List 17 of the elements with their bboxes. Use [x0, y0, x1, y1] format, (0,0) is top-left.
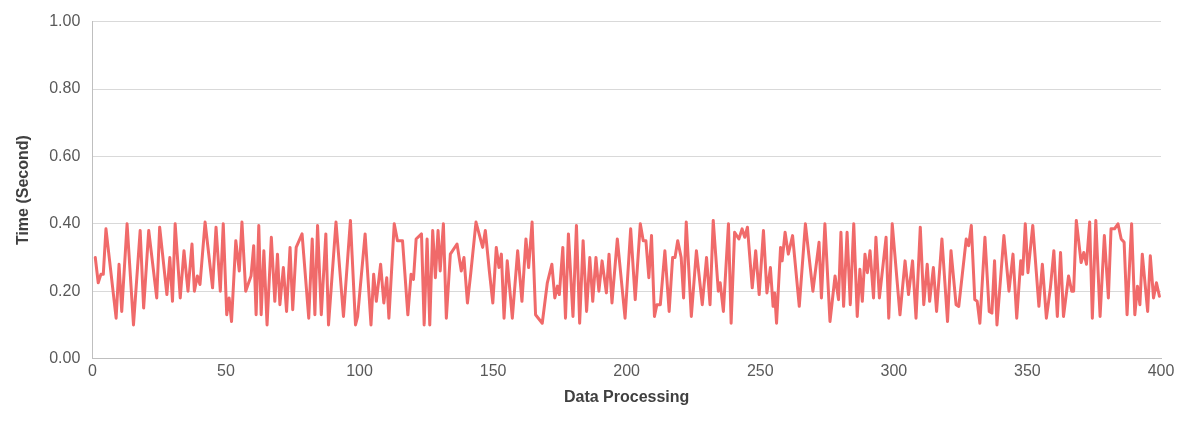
y-tick-label: 0.40 — [49, 214, 81, 232]
y-tick-label: 0.20 — [49, 281, 81, 299]
y-tick-label: 1.00 — [49, 12, 81, 30]
x-tick-label: 350 — [1014, 361, 1041, 379]
x-tick-label: 50 — [217, 361, 235, 379]
y-tick-label: 0.00 — [49, 349, 81, 367]
y-tick-label: 0.80 — [49, 79, 81, 97]
y-tick-label: 0.60 — [49, 146, 81, 164]
x-tick-label: 250 — [746, 361, 774, 379]
x-tick-label: 150 — [479, 361, 507, 379]
x-tick-label: 100 — [346, 361, 373, 379]
x-tick-label: 200 — [613, 361, 641, 379]
x-tick-label: 0 — [87, 361, 97, 379]
x-tick-label: 300 — [880, 361, 908, 379]
x-tick-label: 400 — [1147, 361, 1175, 379]
x-axis-title: Data Processing — [563, 387, 690, 405]
y-axis-title: Time (Second) — [14, 135, 32, 246]
